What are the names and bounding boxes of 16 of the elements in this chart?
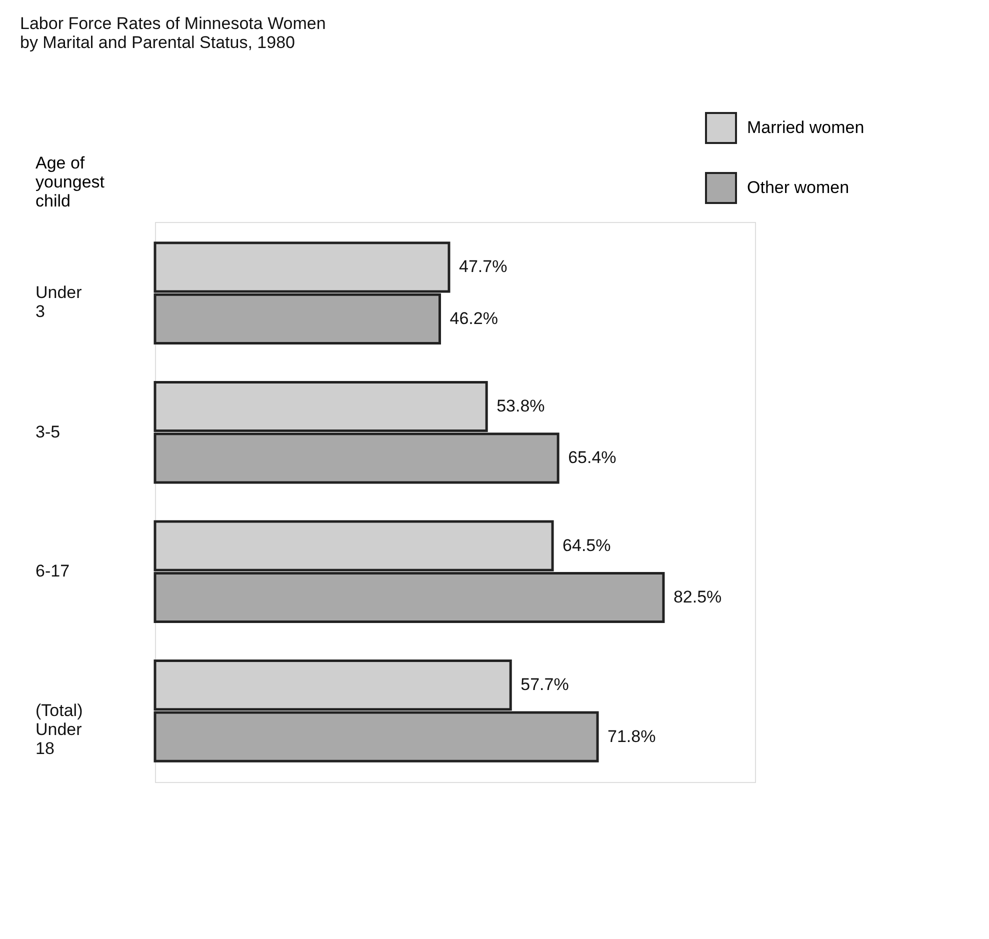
legend-label: Other women [747, 178, 850, 197]
y-tick-label: 3-5 [36, 422, 60, 442]
data-label: 46.2% [450, 308, 498, 328]
data-label: 57.7% [520, 675, 569, 694]
legend-label: Married women [747, 118, 864, 137]
chart-title: Labor Force Rates of Minnesota Women by Marital and Parental Status, 1980 [20, 14, 326, 52]
y-tick-label: (Total) Under 18 [36, 700, 83, 758]
y-tick-label: Under 3 [36, 283, 82, 322]
y-tick-label: 6-17 [36, 562, 70, 581]
data-label: 82.5% [673, 588, 722, 606]
data-label: 64.5% [562, 536, 611, 555]
data-label: 53.8% [496, 396, 545, 416]
data-label: 71.8% [608, 726, 656, 746]
data-label: 47.7% [458, 257, 508, 276]
y-axis-title: Age of youngest child [36, 154, 105, 210]
data-label: 65.4% [568, 448, 616, 468]
